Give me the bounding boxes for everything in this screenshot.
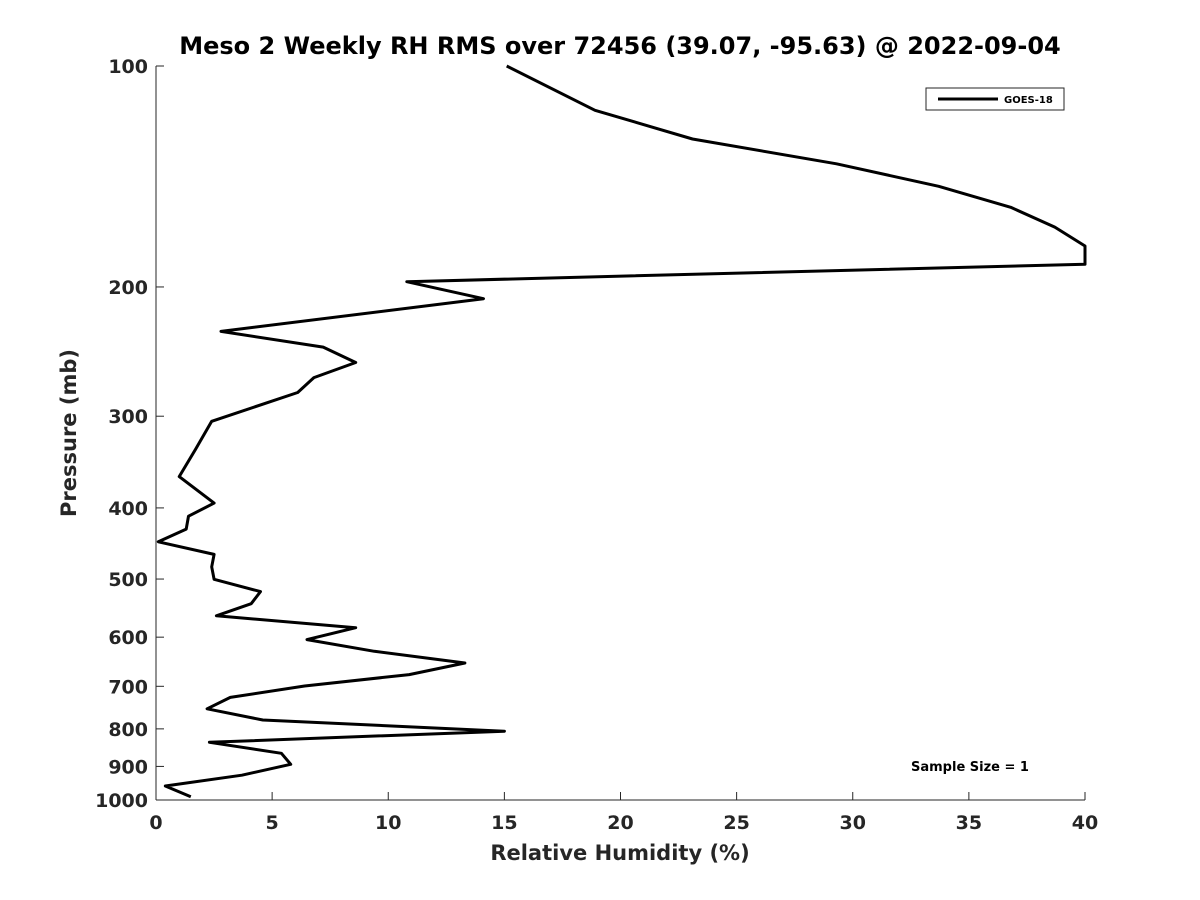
- x-tick-label-25: 25: [723, 812, 749, 834]
- x-axis-ticks: 0 5 10 15 20 25 30 35 40: [149, 792, 1098, 834]
- x-tick-label-35: 35: [956, 812, 982, 834]
- x-tick-label-20: 20: [607, 812, 633, 834]
- x-tick-label-30: 30: [840, 812, 866, 834]
- y-tick-label-400: 400: [108, 498, 148, 520]
- x-tick-label-5: 5: [266, 812, 279, 834]
- y-tick-label-500: 500: [108, 569, 148, 591]
- sample-size-annotation: Sample Size = 1: [911, 760, 1029, 775]
- x-tick-label-15: 15: [491, 812, 517, 834]
- series-layer: [156, 64, 1087, 799]
- legend-label-goes-18: GOES-18: [1004, 95, 1053, 106]
- y-tick-label-800: 800: [108, 719, 148, 741]
- series-line-goes-18: [156, 64, 1087, 799]
- y-tick-label-600: 600: [108, 627, 148, 649]
- y-tick-label-300: 300: [108, 406, 148, 428]
- y-tick-label-1000: 1000: [95, 790, 148, 812]
- x-axis-label: Relative Humidity (%): [490, 841, 749, 865]
- y-axis-ticks: 100 200 300 400 500 600 700 800 900 1000: [95, 56, 164, 812]
- y-tick-label-100: 100: [108, 56, 148, 78]
- y-axis-label: Pressure (mb): [57, 349, 81, 517]
- x-tick-label-40: 40: [1072, 812, 1098, 834]
- y-tick-label-700: 700: [108, 676, 148, 698]
- y-tick-label-900: 900: [108, 756, 148, 778]
- y-tick-label-200: 200: [108, 277, 148, 299]
- legend: GOES-18: [925, 87, 1065, 111]
- chart-title: Meso 2 Weekly RH RMS over 72456 (39.07, …: [179, 32, 1061, 60]
- x-tick-label-0: 0: [149, 812, 162, 834]
- x-tick-label-10: 10: [375, 812, 401, 834]
